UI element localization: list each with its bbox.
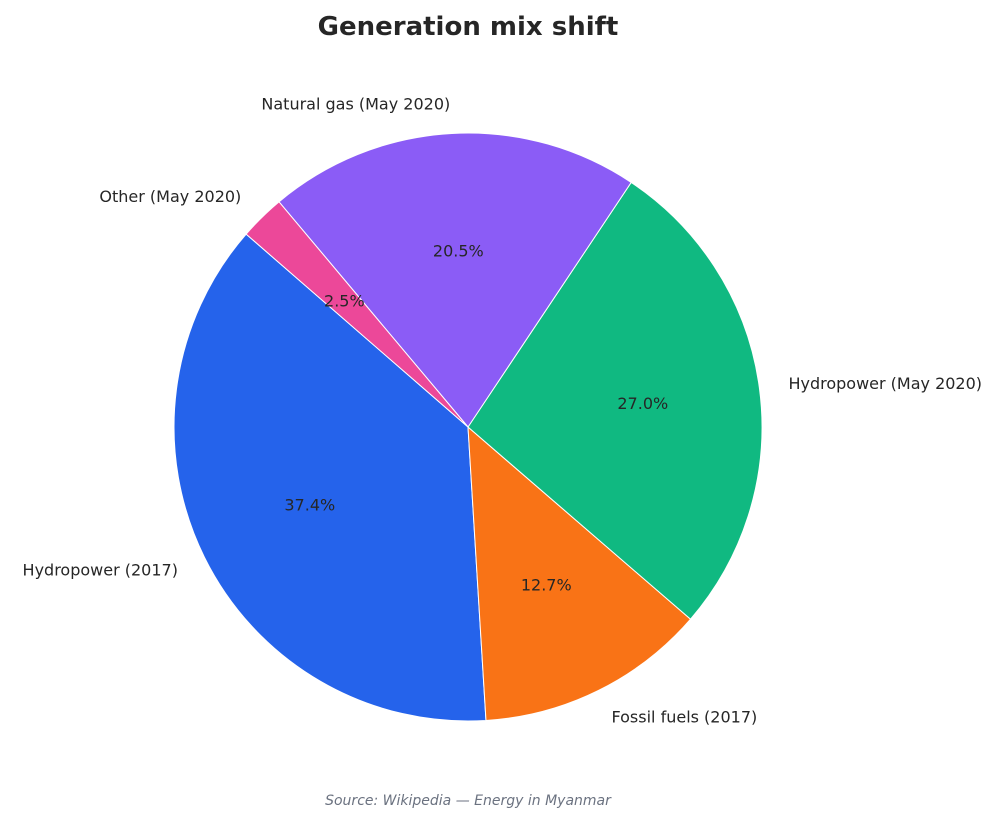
pct-label-other-may-2020: 2.5% bbox=[324, 292, 365, 311]
slice-label-hydropower-2017: Hydropower (2017) bbox=[23, 561, 178, 580]
pie-slice-other-may-2020 bbox=[245, 201, 469, 428]
pie-slice-natural-gas-may-2020 bbox=[278, 132, 632, 428]
percent-labels: 37.4% 12.7% 27.0% 20.5% 2.5% bbox=[284, 241, 668, 594]
slice-label-other-may-2020: Other (May 2020) bbox=[99, 187, 241, 206]
pct-label-hydropower-2017: 37.4% bbox=[284, 496, 335, 515]
pie-slices bbox=[173, 132, 763, 722]
pct-label-natural-gas-may-2020: 20.5% bbox=[433, 241, 484, 260]
pie-slice-fossil-fuels-2017 bbox=[467, 425, 692, 721]
slice-label-fossil-fuels-2017: Fossil fuels (2017) bbox=[612, 707, 758, 726]
source-note: Source: Wikipedia — Energy in Myanmar bbox=[325, 793, 612, 809]
slice-label-natural-gas-may-2020: Natural gas (May 2020) bbox=[261, 95, 450, 114]
slice-labels: Hydropower (2017) Fossil fuels (2017) Hydr… bbox=[23, 95, 983, 727]
pie-slice-hydropower-may-2020 bbox=[467, 181, 763, 620]
pct-label-fossil-fuels-2017: 12.7% bbox=[521, 576, 572, 595]
chart-title: Generation mix shift bbox=[318, 12, 619, 42]
slice-label-hydropower-may-2020: Hydropower (May 2020) bbox=[788, 374, 982, 393]
pie-slice-hydropower-2017 bbox=[173, 233, 487, 722]
pct-label-hydropower-may-2020: 27.0% bbox=[617, 394, 668, 413]
